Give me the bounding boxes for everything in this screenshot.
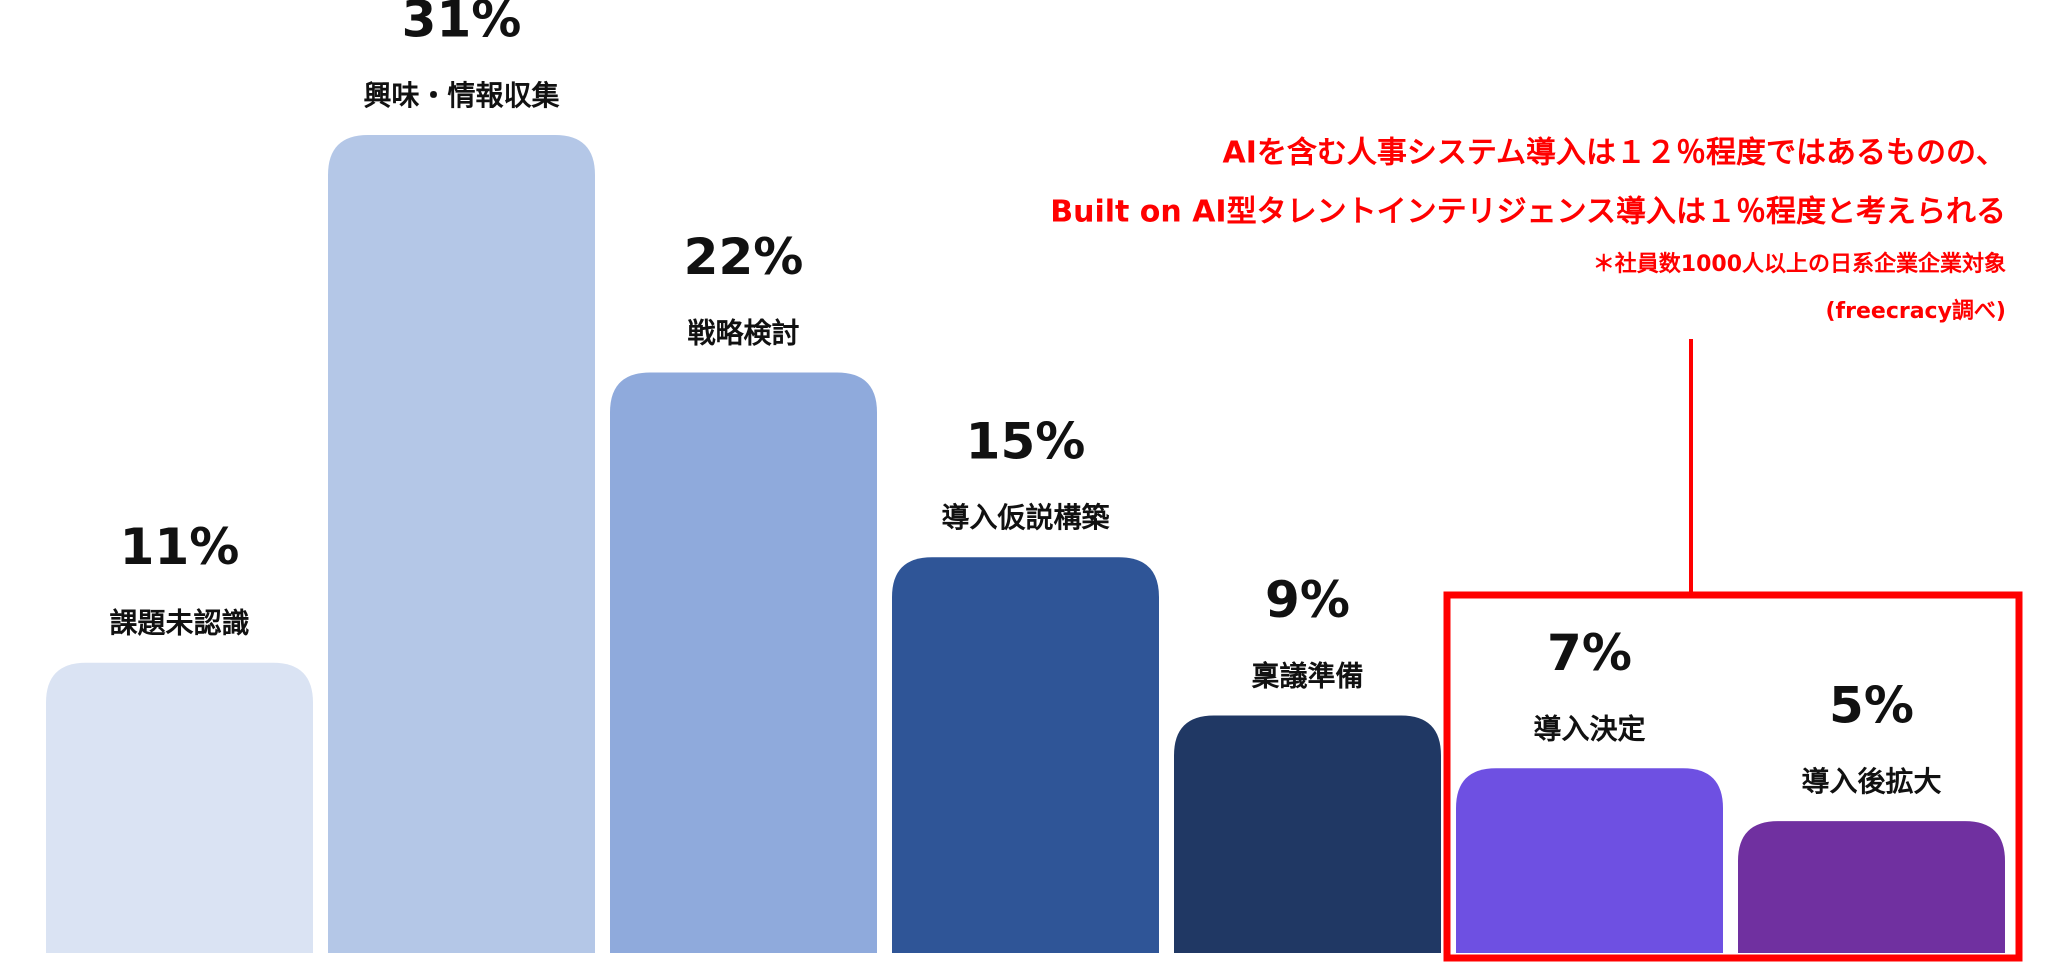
value-label: 11% bbox=[120, 518, 240, 576]
bar bbox=[892, 557, 1159, 953]
value-label: 15% bbox=[966, 413, 1086, 471]
value-label: 9% bbox=[1265, 571, 1350, 629]
bar bbox=[1174, 715, 1441, 953]
bar bbox=[328, 135, 595, 953]
annotation-note: (freecracy調べ) bbox=[1826, 298, 2007, 324]
annotation-note: ＊社員数1000人以上の日系企業企業対象 bbox=[1593, 251, 2006, 277]
category-label: 戦略検討 bbox=[687, 316, 799, 349]
bar bbox=[1456, 768, 1723, 953]
value-label: 7% bbox=[1547, 624, 1632, 682]
value-label: 31% bbox=[402, 0, 522, 49]
annotation: Built on AI型タレントインテリジェンス導入は１％程度と考えられる bbox=[1050, 195, 2006, 230]
bar bbox=[610, 372, 877, 953]
category-label: 課題未認識 bbox=[109, 607, 249, 640]
value-label: 5% bbox=[1829, 677, 1914, 735]
category-label: 興味・情報収集 bbox=[363, 79, 559, 112]
bar bbox=[46, 662, 313, 953]
annotation: AIを含む人事システム導入は１２％程度ではあるものの、 bbox=[1223, 136, 2006, 171]
category-label: 導入決定 bbox=[1533, 712, 1645, 745]
category-label: 稟議準備 bbox=[1251, 660, 1363, 693]
category-label: 導入仮説構築 bbox=[941, 501, 1110, 534]
value-label: 22% bbox=[684, 228, 804, 286]
bar bbox=[1738, 821, 2005, 953]
category-label: 導入後拡大 bbox=[1801, 765, 1941, 798]
highlight-box bbox=[1443, 591, 2023, 962]
